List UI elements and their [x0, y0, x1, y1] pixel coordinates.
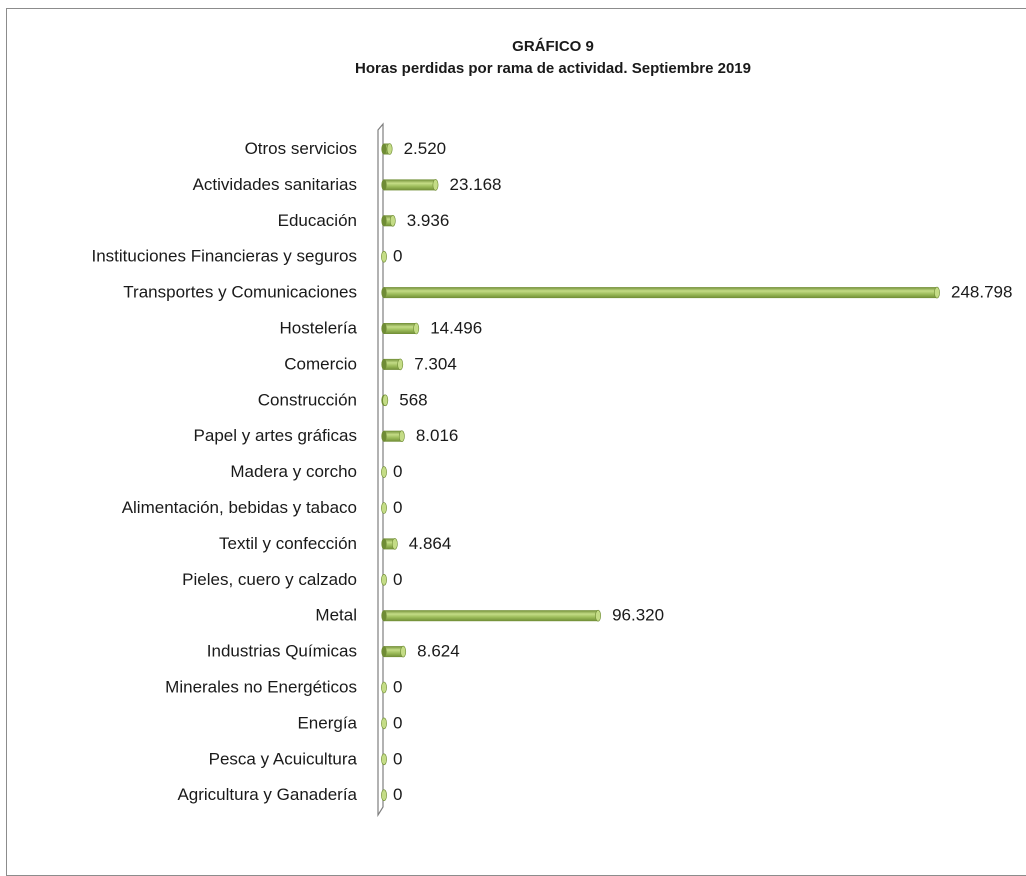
category-label: Papel y artes gráficas — [194, 426, 357, 445]
bar-cap-end — [433, 179, 438, 190]
category-label: Pesca y Acuicultura — [209, 749, 358, 768]
bar-cap-start — [381, 323, 386, 334]
bar — [381, 215, 395, 226]
bar-cap-start — [381, 179, 386, 190]
bar-cap-start — [381, 287, 386, 298]
bar-cap-start — [381, 215, 386, 226]
data-label: 14.496 — [430, 319, 482, 338]
category-label: Alimentación, bebidas y tabaco — [122, 498, 357, 517]
bar — [381, 610, 600, 621]
data-label: 568 — [399, 390, 427, 409]
bar-body — [384, 610, 598, 621]
data-label: 0 — [393, 749, 402, 768]
data-label: 2.520 — [404, 139, 447, 158]
bar-cap-end — [381, 574, 386, 585]
bar — [381, 395, 387, 406]
bar — [381, 144, 392, 155]
bar-cap-end — [381, 251, 386, 262]
data-label: 96.320 — [612, 606, 664, 625]
bar-cap-end — [381, 682, 386, 693]
data-label: 0 — [393, 498, 402, 517]
data-label: 248.798 — [951, 283, 1012, 302]
data-label: 0 — [393, 462, 402, 481]
data-label: 0 — [393, 570, 402, 589]
bar — [381, 574, 386, 585]
data-label: 23.168 — [449, 175, 501, 194]
bar — [381, 251, 386, 262]
bar-cap-end — [934, 287, 939, 298]
data-label: 8.624 — [417, 642, 460, 661]
bar-cap-end — [398, 359, 403, 370]
bar-cap-start — [381, 144, 386, 155]
bar-cap-end — [381, 790, 386, 801]
bar — [381, 538, 397, 549]
category-label: Transportes y Comunicaciones — [123, 283, 357, 302]
bar — [381, 287, 939, 298]
bar-cap-end — [381, 503, 386, 514]
bar-cap-end — [595, 610, 600, 621]
bar-cap-end — [390, 215, 395, 226]
category-label: Actividades sanitarias — [193, 175, 357, 194]
category-label: Metal — [315, 606, 357, 625]
bar — [381, 682, 386, 693]
category-label: Educación — [278, 211, 357, 230]
bar-cap-end — [381, 754, 386, 765]
bar-cap-end — [414, 323, 419, 334]
data-label: 7.304 — [414, 354, 457, 373]
bar — [381, 790, 386, 801]
bar — [381, 754, 386, 765]
data-label: 0 — [393, 247, 402, 266]
bar — [381, 431, 404, 442]
category-label: Industrias Químicas — [207, 642, 357, 661]
data-label: 4.864 — [409, 534, 452, 553]
bar — [381, 718, 386, 729]
category-label: Construcción — [258, 390, 357, 409]
category-label: Agricultura y Ganadería — [177, 785, 357, 804]
bar-cap-start — [381, 359, 386, 370]
bar-body — [384, 179, 435, 190]
bar-cap-start — [381, 646, 386, 657]
category-label: Pieles, cuero y calzado — [182, 570, 357, 589]
category-label: Otros servicios — [245, 139, 357, 158]
bar — [381, 467, 386, 478]
category-label: Textil y confección — [219, 534, 357, 553]
bar-cap-end — [381, 467, 386, 478]
bar-cap-start — [381, 431, 386, 442]
category-label: Madera y corcho — [230, 462, 357, 481]
bar-cap-end — [392, 538, 397, 549]
data-label: 8.016 — [416, 426, 459, 445]
bar-body — [384, 287, 937, 298]
bar — [381, 179, 438, 190]
bar — [381, 646, 405, 657]
category-label: Instituciones Financieras y seguros — [91, 247, 357, 266]
bar-cap-end — [381, 718, 386, 729]
data-label: 3.936 — [407, 211, 450, 230]
data-label: 0 — [393, 713, 402, 732]
bar-cap-end — [401, 646, 406, 657]
bar-cap-start — [381, 538, 386, 549]
bar-body — [384, 323, 416, 334]
bar-cap-end — [387, 144, 392, 155]
bar-cap-start — [381, 610, 386, 621]
bar-cap-end — [399, 431, 404, 442]
bar — [381, 503, 386, 514]
category-label: Hostelería — [280, 319, 358, 338]
bar — [381, 323, 418, 334]
data-label: 0 — [393, 678, 402, 697]
bar — [381, 359, 402, 370]
category-label: Minerales no Energéticos — [165, 678, 357, 697]
bar-cap-end — [383, 395, 388, 406]
data-label: 0 — [393, 785, 402, 804]
category-label: Comercio — [284, 354, 357, 373]
category-label: Energía — [297, 713, 357, 732]
